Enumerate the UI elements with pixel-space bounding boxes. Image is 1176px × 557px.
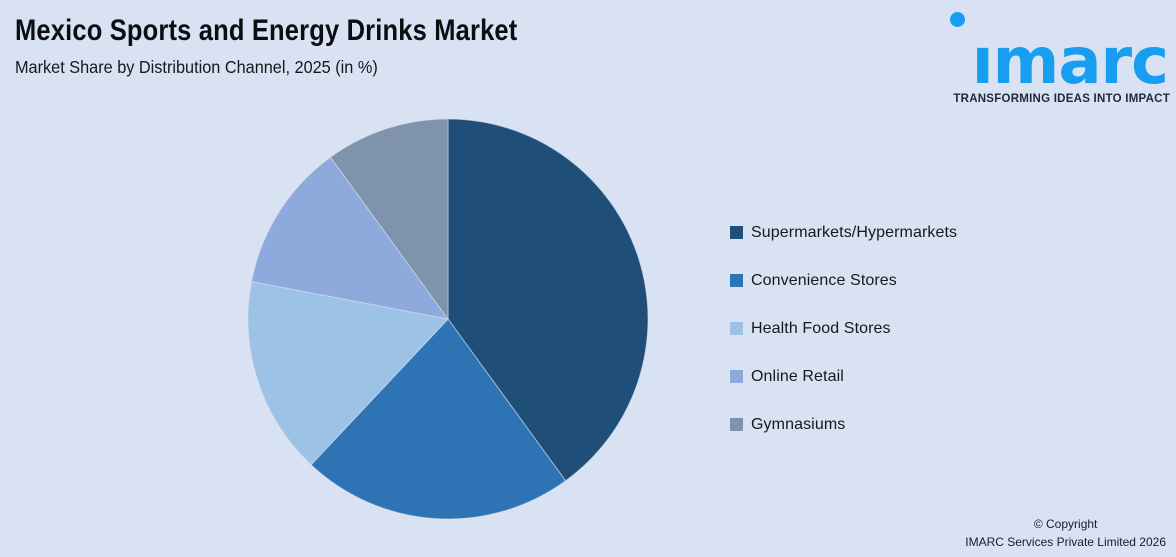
header: Mexico Sports and Energy Drinks Market M… — [15, 14, 606, 78]
imarc-logo: ımarc TRANSFORMING IDEAS INTO IMPACT — [938, 8, 1170, 110]
chart-title: Mexico Sports and Energy Drinks Market — [15, 14, 518, 47]
legend-swatch-icon — [730, 226, 743, 239]
pie-slice-1 — [447, 118, 649, 482]
legend-label: Health Food Stores — [751, 319, 891, 337]
legend-item: Gymnasiums — [730, 416, 957, 433]
legend-label: Supermarkets/Hypermarkets — [751, 223, 958, 241]
pie-slice-5 — [329, 118, 449, 321]
copyright-line2: IMARC Services Private Limited 2026 — [965, 535, 1166, 550]
pie-chart-svg — [247, 118, 649, 520]
pie-chart — [247, 118, 649, 520]
legend-item: Convenience Stores — [730, 272, 957, 289]
logo-tagline: TRANSFORMING IDEAS INTO IMPACT — [953, 93, 1170, 105]
legend: Supermarkets/Hypermarkets Convenience Sto… — [730, 224, 957, 464]
pie-slice-3 — [247, 280, 449, 466]
legend-swatch-icon — [730, 322, 743, 335]
pie-slice-2 — [310, 318, 567, 520]
pie-slice-4 — [250, 156, 450, 320]
legend-label: Online Retail — [751, 367, 844, 385]
legend-item: Health Food Stores — [730, 320, 957, 337]
chart-subtitle: Market Share by Distribution Channel, 20… — [15, 57, 378, 77]
logo-wordmark: ımarc — [971, 25, 1169, 99]
legend-label: Gymnasiums — [751, 415, 846, 433]
legend-label: Convenience Stores — [751, 271, 897, 289]
legend-swatch-icon — [730, 274, 743, 287]
legend-swatch-icon — [730, 418, 743, 431]
logo-i-dot-icon — [950, 12, 965, 27]
legend-item: Online Retail — [730, 368, 957, 385]
legend-swatch-icon — [730, 370, 743, 383]
copyright-notice: © Copyright IMARC Services Private Limit… — [965, 515, 1166, 552]
legend-item: Supermarkets/Hypermarkets — [730, 224, 957, 241]
copyright-line1: © Copyright — [1033, 516, 1098, 531]
